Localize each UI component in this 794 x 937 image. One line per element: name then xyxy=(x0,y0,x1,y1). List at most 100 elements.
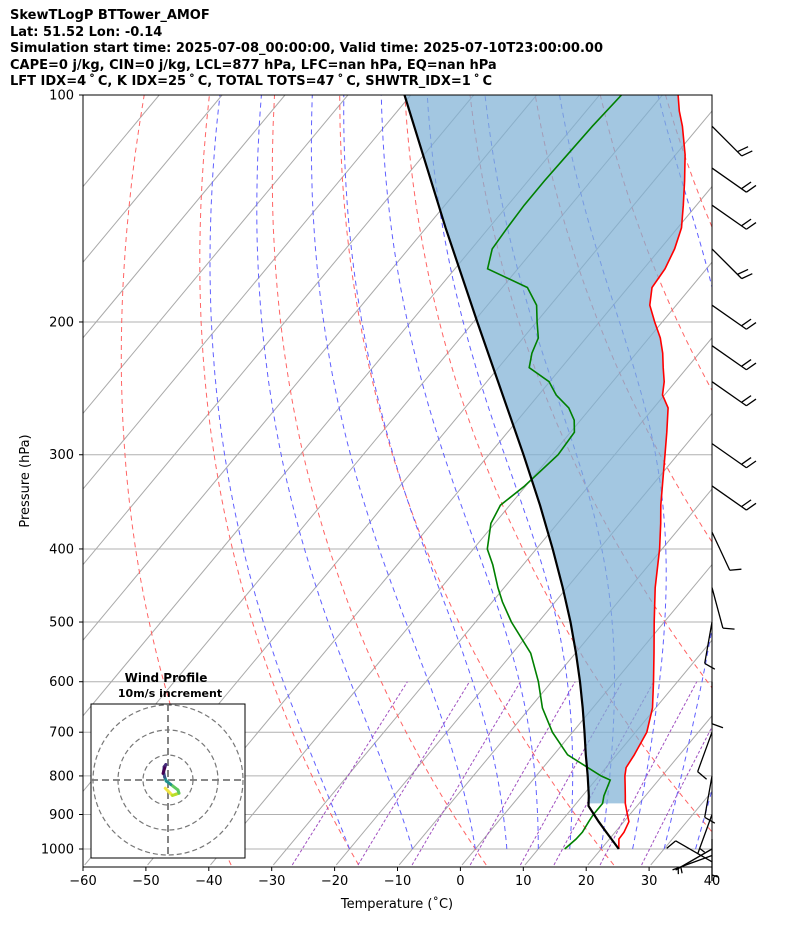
dewpoint-line xyxy=(486,95,623,850)
barb-flag-half xyxy=(711,874,719,878)
barb-staff xyxy=(697,731,713,772)
barb-flag-full xyxy=(746,322,757,330)
barb-flag-full xyxy=(741,395,752,403)
mixing-ratio-line xyxy=(469,681,576,866)
wind-barb xyxy=(697,731,713,780)
wind-barb xyxy=(704,775,716,824)
x-tick-label: −10 xyxy=(384,874,411,889)
moist-adiabat xyxy=(559,95,667,850)
hodograph-segment xyxy=(161,766,167,775)
dry-adiabat xyxy=(665,95,712,229)
barb-staff xyxy=(711,204,747,230)
axes: −60 −50 −40 −30 −20 −10 0 10 20 30 40 1000 900 800 700… xyxy=(41,89,720,890)
x-tick-label: 20 xyxy=(578,874,595,889)
dry-adiabat xyxy=(404,95,712,833)
barb-staff xyxy=(704,621,713,664)
cin-region xyxy=(404,95,686,804)
stability-line: CAPE=0 j/kg, CIN=0 j/kg, LCL=877 hPa, LF… xyxy=(10,57,497,73)
y-tick-label: 800 xyxy=(49,769,74,784)
barb-flag-full xyxy=(746,362,757,371)
barb-flag-full xyxy=(741,499,752,508)
wind-barb xyxy=(711,304,757,330)
x-tick-label: 40 xyxy=(704,874,721,889)
isotherm xyxy=(587,715,712,866)
x-tick-label: 10 xyxy=(515,874,532,889)
wind-barb xyxy=(711,248,753,280)
wind-barb xyxy=(697,814,713,855)
x-tick-label: −20 xyxy=(321,874,348,889)
barb-staff xyxy=(704,775,713,818)
barb-staff xyxy=(711,167,747,193)
barb-staff xyxy=(711,443,747,469)
wind-barb xyxy=(711,587,735,630)
moist-adiabat xyxy=(380,95,539,849)
x-tick-label: 0 xyxy=(456,874,464,889)
y-tick-label: 200 xyxy=(49,315,74,330)
barb-staff xyxy=(711,531,731,571)
barb-flag-full xyxy=(741,218,752,227)
barb-flag-full xyxy=(741,181,752,190)
dry-adiabat xyxy=(339,95,615,866)
y-tick-label: 100 xyxy=(49,89,74,104)
barb-flag-full xyxy=(741,150,753,157)
y-tick-label: 300 xyxy=(49,448,74,463)
barb-flag-full xyxy=(746,184,757,193)
barb-flag-full xyxy=(704,816,716,824)
wind-barb xyxy=(711,204,757,230)
wind-barb xyxy=(675,848,713,874)
barb-flag-full xyxy=(711,723,724,729)
barb-flag-full xyxy=(704,662,716,670)
dry-adiabat xyxy=(199,95,360,866)
temperature-line xyxy=(618,95,686,850)
wind-barb xyxy=(711,125,753,157)
moist-adiabat xyxy=(695,788,712,850)
isotherm xyxy=(83,95,223,263)
wind-barb xyxy=(711,167,757,193)
barb-flag-full xyxy=(746,502,757,511)
dry-adiabat xyxy=(731,95,794,865)
mixing-ratio-line xyxy=(291,681,408,866)
y-tick-label: 600 xyxy=(49,675,74,690)
isotherm xyxy=(83,95,286,339)
x-tick-label: −30 xyxy=(258,874,285,889)
wind-barb xyxy=(711,381,757,407)
isotherm xyxy=(461,563,712,866)
moist-adiabat xyxy=(343,95,508,850)
wind-barbs xyxy=(666,125,757,882)
barb-flag-full xyxy=(737,268,749,275)
barb-flag-full xyxy=(741,457,752,465)
y-tick-label: 500 xyxy=(49,616,74,631)
mixing-ratio-line xyxy=(641,725,712,866)
wind-barb xyxy=(711,443,757,469)
wind-barb xyxy=(711,485,757,511)
barb-staff xyxy=(675,840,713,863)
isotherm xyxy=(83,95,475,566)
inset-subtitle: 10m/s increment xyxy=(118,687,222,700)
x-tick-label: −50 xyxy=(132,874,159,889)
barb-flag-full xyxy=(729,568,742,571)
barb-flag-full xyxy=(666,840,677,849)
barb-flag-half xyxy=(680,866,683,874)
barb-flag-full xyxy=(697,771,708,780)
inset-title: Wind Profile xyxy=(125,671,208,685)
mixing-ratio-line xyxy=(357,681,470,866)
dry-adiabat xyxy=(271,95,487,866)
y-tick-label: 700 xyxy=(49,726,74,741)
isotherm xyxy=(83,95,537,641)
chart-title: SkewTLogP BTTower_AMOF xyxy=(10,8,210,23)
profile-lines xyxy=(403,95,686,850)
wind-barb xyxy=(672,854,713,875)
barb-staff xyxy=(711,345,747,371)
barb-staff xyxy=(711,125,743,157)
y-tick-label: 1000 xyxy=(41,843,74,858)
isotherm xyxy=(398,488,712,866)
time-line: Simulation start time: 2025-07-08_00:00:… xyxy=(10,41,603,56)
cape-cin-fill xyxy=(404,95,686,804)
wind-profile-inset xyxy=(90,703,246,859)
mixing-ratio-line xyxy=(411,681,521,866)
dry-adiabat xyxy=(469,95,712,689)
isotherm xyxy=(83,95,349,415)
wind-barb xyxy=(711,531,742,571)
barb-flag-full xyxy=(741,273,753,280)
